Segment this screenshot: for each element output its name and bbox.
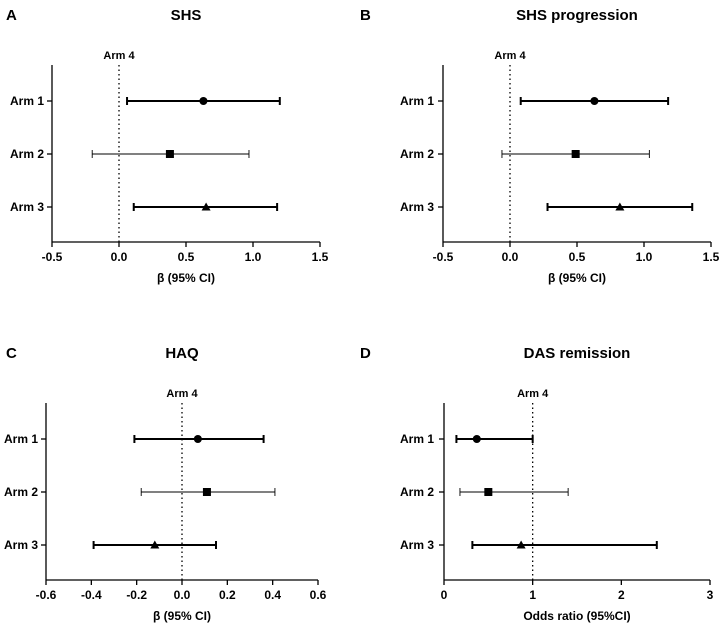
- x-tick-label: 1.0: [245, 250, 262, 264]
- panel-title: SHS progression: [516, 7, 638, 24]
- estimate-marker-triangle: [615, 202, 625, 211]
- x-tick-label: 0.6: [310, 588, 327, 602]
- panel-d: D DAS remission 0 1 2 3 Odds ratio (95%CI) Arm …: [360, 345, 714, 623]
- x-tick-label: 3: [707, 588, 714, 602]
- estimate-marker-square: [202, 488, 211, 496]
- row-label: Arm 3: [4, 538, 38, 552]
- panel-title: DAS remission: [524, 345, 631, 362]
- estimate-marker-triangle: [150, 540, 160, 549]
- x-tick-label: 1.5: [703, 250, 720, 264]
- x-tick-label: 0.2: [219, 588, 236, 602]
- panel-letter: A: [6, 7, 17, 24]
- x-axis-title: β (95% CI): [157, 271, 215, 285]
- reference-label: Arm 4: [103, 50, 135, 62]
- row-label: Arm 3: [400, 200, 434, 214]
- x-tick-label: 1.5: [312, 250, 329, 264]
- panel-b: B SHS progression -0.5 0.0 0.5 1.0 1.5 β (95% C…: [360, 7, 720, 285]
- estimate-marker-circle: [193, 435, 202, 443]
- x-tick-label: 2: [618, 588, 625, 602]
- x-axis-title: β (95% CI): [153, 609, 211, 623]
- reference-label: Arm 4: [517, 388, 549, 400]
- row-label: Arm 2: [10, 147, 44, 161]
- x-tick-label: -0.5: [433, 250, 454, 264]
- panel-letter: B: [360, 7, 371, 24]
- x-tick-label: -0.4: [81, 588, 102, 602]
- row-label: Arm 3: [10, 200, 44, 214]
- x-tick-label: 0.0: [502, 250, 519, 264]
- x-tick-label: 0.0: [174, 588, 191, 602]
- x-tick-label: 0.4: [264, 588, 281, 602]
- estimate-marker-square: [571, 150, 580, 158]
- panel-letter: D: [360, 345, 371, 362]
- estimate-marker-square: [484, 488, 493, 496]
- row-label: Arm 1: [400, 432, 434, 446]
- row-label: Arm 3: [400, 538, 434, 552]
- x-axis-title: Odds ratio (95%CI): [523, 609, 630, 623]
- x-tick-label: 1.0: [636, 250, 653, 264]
- row-label: Arm 2: [400, 147, 434, 161]
- x-tick-label: 1: [529, 588, 536, 602]
- panel-title: HAQ: [165, 345, 199, 362]
- row-label: Arm 1: [400, 94, 434, 108]
- estimate-marker-square: [165, 150, 174, 158]
- reference-label: Arm 4: [494, 50, 526, 62]
- x-tick-label: 0: [441, 588, 448, 602]
- row-label: Arm 1: [10, 94, 44, 108]
- estimate-marker-triangle: [516, 540, 526, 549]
- x-tick-label: -0.5: [42, 250, 63, 264]
- row-label: Arm 1: [4, 432, 38, 446]
- estimate-marker-circle: [472, 435, 481, 443]
- panel-letter: C: [6, 345, 17, 362]
- panel-a: A SHS -0.5 0.0 0.5 1.0 1.5 β (95% CI) Arm 4 Arm 1…: [6, 7, 329, 285]
- estimate-marker-triangle: [201, 202, 211, 211]
- reference-label: Arm 4: [166, 388, 198, 400]
- x-tick-label: 0.5: [178, 250, 195, 264]
- x-tick-label: 0.0: [111, 250, 128, 264]
- x-axis-title: β (95% CI): [548, 271, 606, 285]
- panel-c: C HAQ -0.6 -0.4 -0.2 0.0 0.2 0.4 0.6 β (95% CI) Ar…: [4, 345, 327, 623]
- panel-title: SHS: [171, 7, 202, 24]
- estimate-marker-circle: [199, 97, 208, 105]
- x-tick-label: -0.2: [126, 588, 147, 602]
- row-label: Arm 2: [4, 485, 38, 499]
- estimate-marker-circle: [590, 97, 599, 105]
- row-label: Arm 2: [400, 485, 434, 499]
- x-tick-label: 0.5: [569, 250, 586, 264]
- x-tick-label: -0.6: [36, 588, 57, 602]
